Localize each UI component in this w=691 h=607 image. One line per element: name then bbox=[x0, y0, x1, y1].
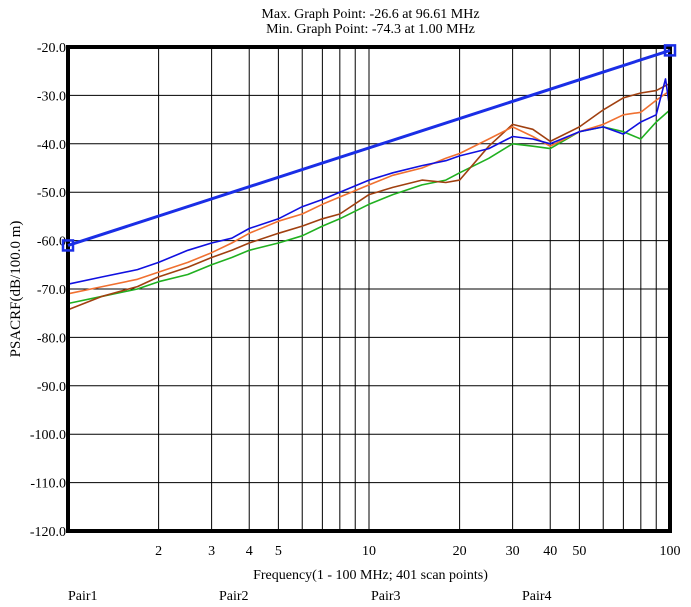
y-tick-label: -70.0 bbox=[37, 283, 66, 298]
y-tick-label: -60.0 bbox=[37, 235, 66, 250]
x-tick-label: 4 bbox=[246, 544, 253, 559]
x-axis-label: Frequency(1 - 100 MHz; 401 scan points) bbox=[253, 568, 488, 583]
y-tick-label: -20.0 bbox=[37, 41, 66, 56]
x-tick-label: 50 bbox=[572, 544, 586, 559]
y-axis-label: PSACRF(dB/100.0 m) bbox=[8, 221, 24, 358]
legend-pair4: Pair4 bbox=[522, 589, 552, 604]
data-series bbox=[67, 78, 671, 311]
y-tick-label: -110.0 bbox=[30, 477, 66, 492]
x-tick-label: 5 bbox=[275, 544, 282, 559]
max-graph-point: Max. Graph Point: -26.6 at 96.61 MHz bbox=[261, 7, 480, 22]
limit-marker bbox=[61, 239, 75, 252]
series-line-pair1 bbox=[67, 78, 671, 285]
limit-marker bbox=[663, 44, 677, 57]
y-tick-label: -100.0 bbox=[30, 428, 66, 443]
x-tick-label: 40 bbox=[543, 544, 557, 559]
plot-frame bbox=[66, 45, 672, 533]
x-tick-label: 3 bbox=[208, 544, 215, 559]
x-tick-label: 30 bbox=[506, 544, 520, 559]
y-tick-label: -80.0 bbox=[37, 331, 66, 346]
legend-pair3: Pair3 bbox=[371, 589, 401, 604]
chart-grid bbox=[68, 46, 670, 532]
y-tick-label: -90.0 bbox=[37, 380, 66, 395]
y-tick-label: -50.0 bbox=[37, 186, 66, 201]
y-tick-label: -30.0 bbox=[37, 89, 66, 104]
limit-line bbox=[67, 48, 671, 247]
x-tick-label: 10 bbox=[362, 544, 376, 559]
y-tick-label: -120.0 bbox=[30, 525, 66, 540]
x-tick-label: 20 bbox=[453, 544, 467, 559]
x-tick-label: 100 bbox=[660, 544, 681, 559]
x-tick-label: 2 bbox=[155, 544, 162, 559]
legend-pair1: Pair1 bbox=[68, 589, 98, 604]
series-line-pair4 bbox=[67, 82, 671, 311]
legend-pair2: Pair2 bbox=[219, 589, 249, 604]
y-tick-label: -40.0 bbox=[37, 138, 66, 153]
y-tick-labels: -20.0 -30.0 -40.0 -50.0 -60.0 -70.0 -80.0 -90.0… bbox=[30, 41, 66, 540]
min-graph-point: Min. Graph Point: -74.3 at 1.00 MHz bbox=[266, 22, 475, 37]
x-tick-labels: 2 3 4 5 10 20 30 40 50 100 bbox=[155, 544, 680, 559]
series-line-pair2 bbox=[67, 89, 671, 295]
limit-line-group bbox=[61, 44, 677, 252]
